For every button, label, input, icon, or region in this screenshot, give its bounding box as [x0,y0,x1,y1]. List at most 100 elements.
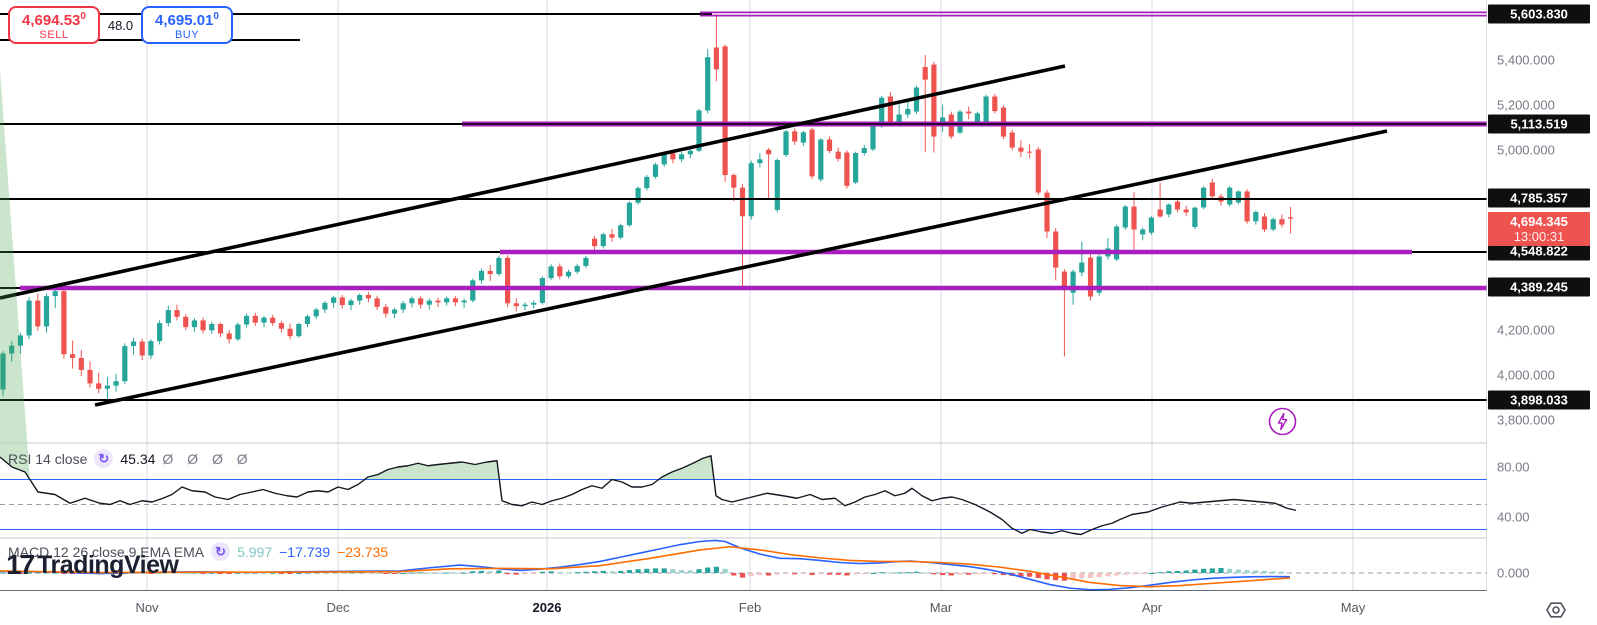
macd-histogram-bar [974,573,980,575]
macd-histogram-bar [879,572,885,574]
macd-histogram-bar [0,572,6,574]
price-axis-label: 4,000.000 [1497,367,1555,383]
price-axis-label: 5,400.000 [1497,52,1555,68]
candle-body [618,225,624,238]
trendline [94,129,1388,407]
rsi-axis-label: 40.00 [1497,509,1530,525]
time-axis-label-2026: 2026 [532,600,562,615]
macd-histogram-bar [383,573,389,574]
candle-body [713,47,719,70]
candle-body [52,291,58,297]
candle-body [78,357,84,370]
candle-body [783,131,789,156]
macd-histogram-bar [1209,568,1215,573]
candle-body [940,117,946,123]
macd-histogram-bar [861,573,867,574]
macd-histogram-bar [757,573,763,576]
macd-hist-value: 5.997 [237,543,273,560]
macd-refresh-icon[interactable]: ↻ [211,542,231,561]
macd-histogram-bar [818,573,824,575]
candle-body [148,341,154,356]
macd-histogram-bar [287,573,293,574]
candle-body [17,335,23,346]
candle-body [531,302,537,305]
macd-histogram-bar [1105,573,1111,577]
time-axis-label-Apr: Apr [1141,600,1163,615]
candle-body [1288,217,1294,219]
macd-histogram-bar [687,570,693,573]
candle-body [870,126,876,150]
macd-histogram-bar [487,571,493,573]
candle-body [374,298,380,307]
macd-histogram-bar [52,572,58,574]
axis-settings-icon[interactable] [1543,598,1569,622]
macd-histogram-bar [1218,567,1224,573]
price-level-badge: 5,113.519 [1488,114,1590,134]
candle-body [739,187,746,217]
candle-body [487,270,493,275]
macd-histogram-bar [235,572,241,574]
macd-histogram-bar [304,572,311,574]
macd-histogram-bar [844,573,850,576]
macd-histogram-bar [374,572,380,574]
macd-axis-label: 0.000 [1497,565,1530,581]
time-axis[interactable]: Nov Dec 2026 Feb Mar Apr May [0,591,1597,625]
macd-histogram-bar [418,572,424,574]
macd-histogram-bar [1000,573,1007,576]
macd-histogram-bar [1166,571,1172,573]
macd-histogram-bar [1253,570,1259,573]
candle-body [1114,226,1120,260]
candle-body [1279,219,1285,225]
candle-body [1270,219,1276,230]
buy-price: 4,695.010 [155,11,219,29]
candle-body [800,132,806,143]
candle-body [992,96,998,112]
candle-body [339,297,345,306]
price-axis-label: 5,200.000 [1497,97,1555,113]
candle-body [322,302,328,310]
sell-button[interactable]: 4,694.530 SELL [8,6,100,44]
candle-body [1087,257,1094,297]
candle-body [43,296,50,327]
macd-histogram-bar [792,573,798,575]
rsi-refresh-icon[interactable]: ↻ [94,449,114,468]
candle-body [461,300,467,303]
macd-histogram-bar [1174,570,1181,573]
candle-body [670,153,676,160]
current-price: 4,694.345 [1510,214,1568,229]
macd-histogram-bar [1148,573,1154,574]
candle-body [696,110,702,151]
candle-body [1166,204,1172,215]
candle-body [70,354,76,358]
macd-signal-line [0,545,1291,588]
buy-button[interactable]: 4,695.010 BUY [141,6,233,44]
rsi-overbought-fill [658,455,714,480]
lightning-icon[interactable] [1268,407,1297,436]
rsi-value: 45.34 [120,450,156,467]
macd-histogram-bar [722,568,728,573]
macd-histogram-bar [539,571,545,573]
macd-histogram-bar [565,572,572,574]
macd-histogram-bar [1192,569,1198,573]
candle-body [609,234,615,238]
macd-histogram-bar [661,568,667,573]
macd-histogram-bar [217,573,224,574]
candle-body [313,309,319,317]
candle-body [1157,209,1163,217]
macd-histogram-bar [409,572,415,574]
macd-histogram-bar [1044,573,1050,580]
candle-body [766,149,772,155]
tradingview-logo[interactable]: 17 TradingView [6,549,179,580]
macd-histogram-bar [1244,570,1250,573]
price-axis[interactable]: 5,400.000 5,200.000 5,000.000 4,200.000 4,00… [1487,0,1597,591]
macd-histogram-bar [391,573,398,574]
macd-histogram-bar [313,572,319,574]
tradingview-logo-icon: 17 [6,549,35,580]
candle-body [113,381,119,386]
candle-body [96,383,102,389]
macd-histogram-bar [731,573,737,576]
macd-histogram-bar [957,573,963,575]
candle-body [1009,132,1015,148]
macd-histogram-bar [626,570,632,573]
